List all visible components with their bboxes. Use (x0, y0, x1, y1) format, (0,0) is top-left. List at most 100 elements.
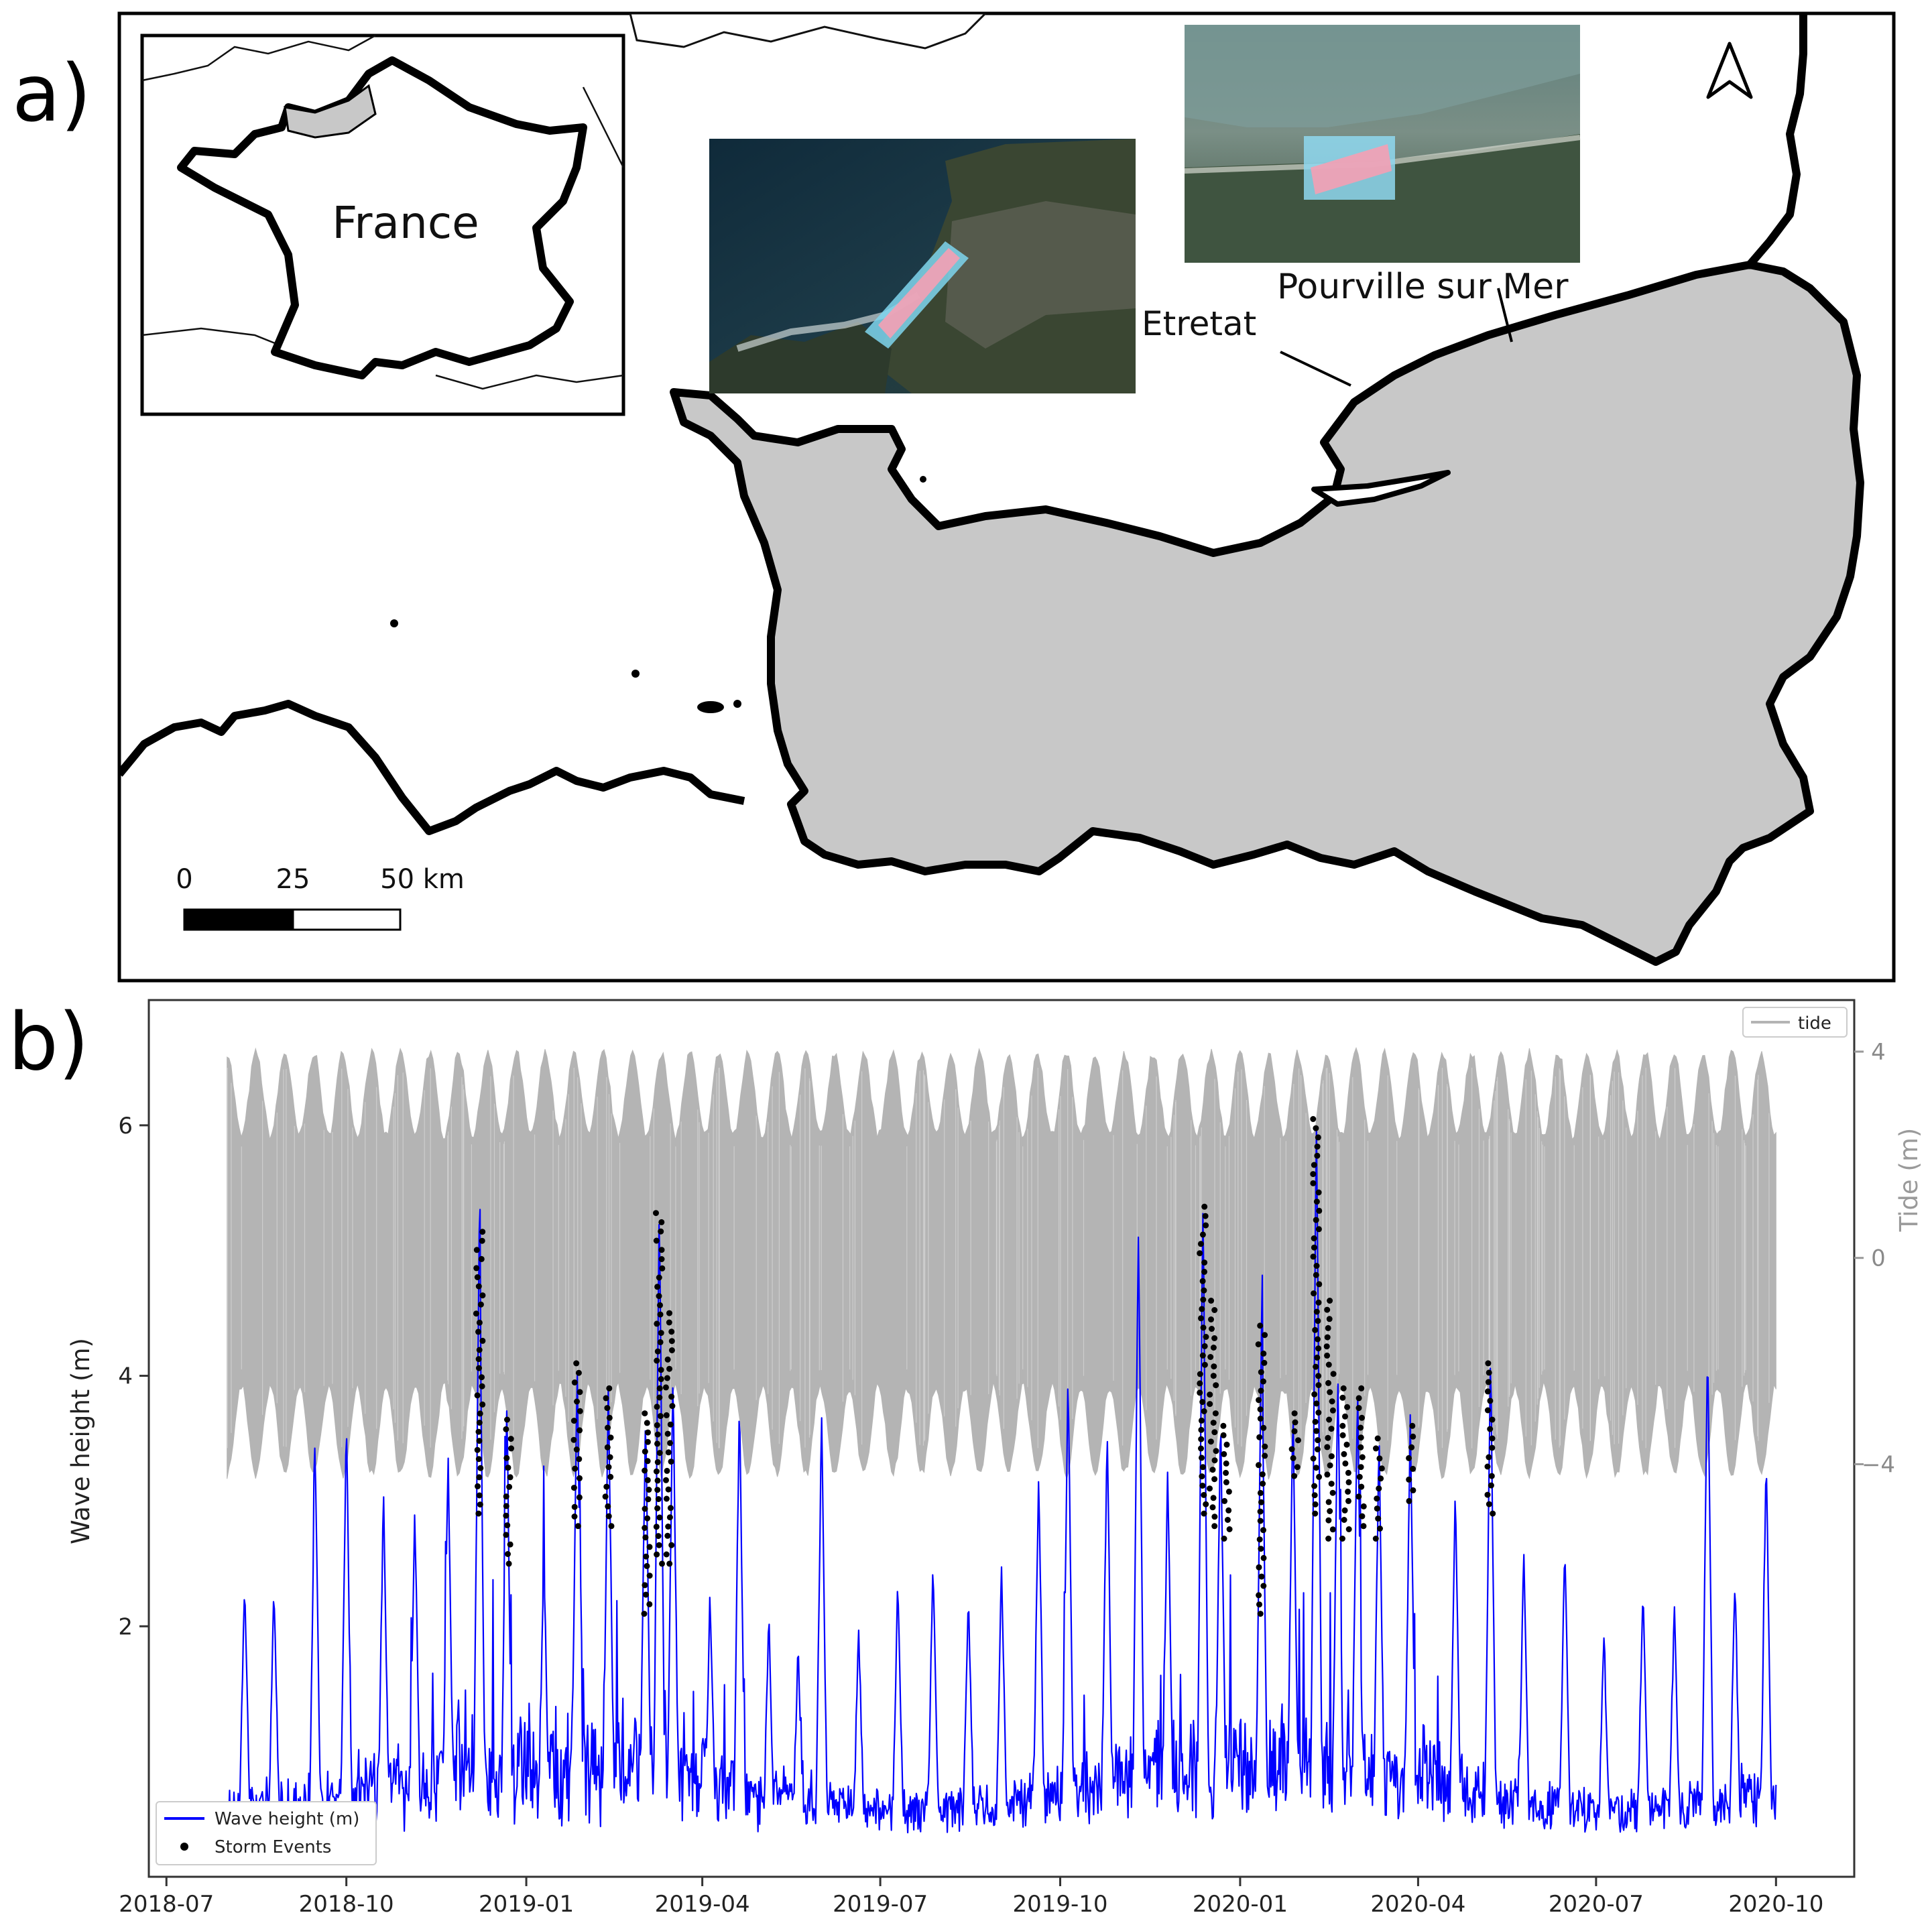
storm-event-point (1324, 1444, 1331, 1450)
north-arrow-icon (1706, 42, 1753, 99)
x-tick-label: 2020-01 (1193, 1891, 1288, 1917)
storm-event-point (1374, 1435, 1381, 1442)
storm-event-point (1324, 1306, 1331, 1313)
normandy-region (670, 261, 1864, 966)
storm-event-point (1260, 1583, 1267, 1589)
storm-event-point (1345, 1488, 1351, 1495)
storm-event-point (1328, 1481, 1335, 1487)
storm-event-point (1207, 1401, 1213, 1408)
storm-event-point (1226, 1526, 1233, 1532)
storm-event-point (1315, 1345, 1322, 1352)
storm-event-point (1355, 1395, 1362, 1402)
storm-event-point (508, 1445, 514, 1452)
storm-event-point (664, 1430, 671, 1437)
storm-event-point (1211, 1429, 1218, 1436)
storm-event-point (503, 1532, 509, 1538)
storm-event-point (645, 1496, 652, 1503)
storm-event-point (642, 1410, 648, 1417)
storm-event-point (476, 1319, 483, 1326)
storm-event-point (1312, 1501, 1319, 1507)
storm-event-point (1406, 1476, 1412, 1483)
storm-event-point (1311, 1235, 1317, 1241)
storm-event-point (1199, 1483, 1206, 1489)
x-tick-label: 2018-10 (299, 1891, 394, 1917)
storm-event-point (479, 1374, 485, 1381)
inset-normandy-highlight (284, 84, 377, 139)
storm-event-point (1342, 1413, 1348, 1420)
storm-event-point (1360, 1523, 1367, 1530)
storm-event-point (1314, 1143, 1321, 1150)
storm-event-point (1201, 1361, 1208, 1368)
storm-event-point (1357, 1424, 1364, 1431)
storm-event-point (1199, 1399, 1206, 1406)
storm-event-point (1490, 1510, 1496, 1517)
wave-legend: Wave height (m) Storm Events (156, 1801, 377, 1865)
storm-event-point (1343, 1441, 1350, 1448)
storm-event-point (1211, 1363, 1217, 1370)
storm-event-point (475, 1510, 482, 1517)
storm-event-point (654, 1477, 661, 1484)
storm-event-point (577, 1475, 583, 1481)
scale-bar-white-segment (292, 908, 402, 931)
storm-event-point (1329, 1489, 1336, 1496)
storm-event-point (1257, 1518, 1264, 1524)
storm-event-point (1484, 1407, 1491, 1414)
storm-event-point (1256, 1564, 1262, 1570)
storm-event-point (658, 1256, 665, 1262)
storm-event-point (605, 1424, 611, 1431)
storm-event-point (654, 1404, 660, 1410)
storm-event-point (1208, 1298, 1215, 1304)
storm-event-point (1199, 1464, 1206, 1471)
storm-event-point (1210, 1373, 1217, 1379)
storm-event-point (1315, 1189, 1322, 1196)
storm-event-point (1488, 1482, 1494, 1489)
y-axis-left: 2 4 6 (118, 1113, 149, 1640)
storm-event-point (1328, 1426, 1335, 1432)
storm-event-point (474, 1392, 481, 1399)
storm-event-point (476, 1438, 483, 1444)
etretat-satellite-thumbnail (709, 139, 1136, 393)
storm-event-point (1378, 1465, 1385, 1472)
wave-tide-chart: 2018-07 2018-10 2019-01 2019-04 2019-07 2019-… (66, 999, 1923, 1917)
storm-event-point (1256, 1601, 1262, 1608)
storm-event-point (476, 1474, 483, 1481)
storm-event-point (1211, 1476, 1218, 1483)
storm-event-point (1373, 1445, 1379, 1452)
storm-event-point (1313, 1363, 1319, 1370)
storm-event-point (1258, 1573, 1265, 1580)
storm-event-point (1315, 1410, 1322, 1416)
storm-event-point (1323, 1343, 1330, 1350)
storm-event-point (477, 1501, 483, 1508)
storm-event-point (658, 1219, 665, 1225)
storm-event-point (656, 1274, 662, 1281)
storm-event-point (1201, 1408, 1207, 1414)
storm-event-point (1198, 1417, 1205, 1424)
storm-event-point (475, 1428, 482, 1435)
storm-event-point (604, 1405, 611, 1412)
france-inset-map: France (140, 34, 625, 416)
storm-event-point (1290, 1455, 1296, 1461)
storm-event-point (1310, 1180, 1317, 1186)
storm-event-point (1209, 1504, 1216, 1511)
storm-event-point (1358, 1385, 1365, 1392)
storm-event-point (1487, 1426, 1494, 1432)
storm-event-point (644, 1420, 650, 1426)
storm-event-point (654, 1320, 660, 1327)
storm-event-point (1210, 1345, 1217, 1351)
storm-event-point (1208, 1316, 1214, 1322)
storm-event-point (666, 1514, 673, 1521)
storm-event-point (658, 1330, 664, 1337)
storm-event-point (1324, 1334, 1331, 1341)
storm-event-point (1310, 1171, 1317, 1178)
storm-event-point (1225, 1488, 1232, 1495)
storm-event-point (1197, 1241, 1204, 1247)
storm-event-point (1311, 1244, 1317, 1251)
storm-event-point (643, 1553, 650, 1560)
storm-event-point (603, 1483, 610, 1490)
storm-event-point (656, 1385, 663, 1392)
storm-event-point (1211, 1457, 1218, 1464)
storm-event-point (1410, 1487, 1416, 1493)
storm-event-point (1201, 1343, 1208, 1349)
storm-event-point (1310, 1116, 1317, 1122)
